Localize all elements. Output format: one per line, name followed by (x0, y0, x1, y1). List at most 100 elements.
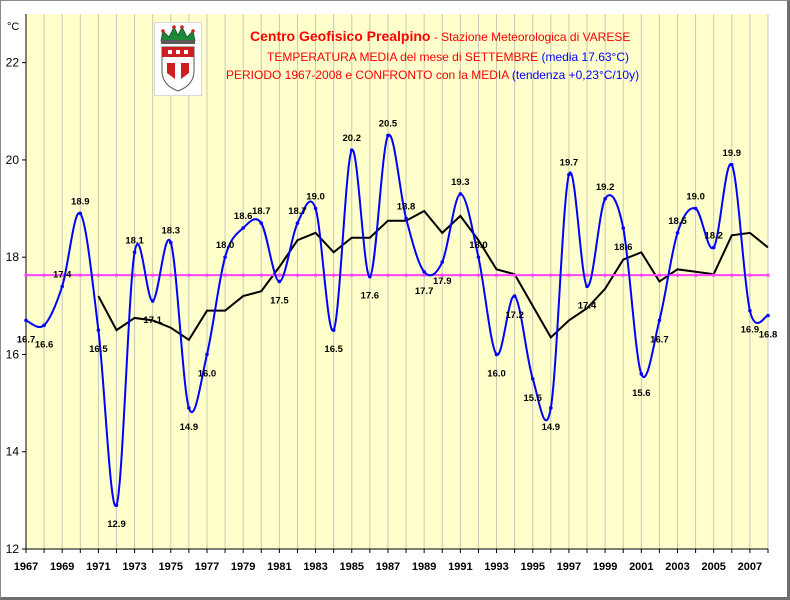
mean-marker (603, 273, 607, 277)
x-tick-label: 1993 (484, 561, 508, 573)
data-label: 18.2 (704, 230, 723, 241)
temperature-point (259, 221, 264, 225)
temperature-point (711, 245, 716, 250)
temperature-point (24, 318, 28, 323)
mean-marker (549, 273, 553, 277)
data-label: 17.6 (361, 291, 380, 302)
y-tick-label: 12 (6, 542, 20, 556)
mean-marker (712, 273, 716, 277)
temperature-point (187, 406, 191, 410)
data-label: 20.2 (343, 133, 362, 144)
mean-marker (241, 273, 245, 277)
temperature-point (639, 372, 644, 376)
temperature-point (150, 299, 155, 303)
mean-marker (277, 273, 281, 277)
temperature-point (223, 255, 227, 259)
data-label: 17.7 (415, 286, 434, 297)
chart-title: Centro Geofisico Prealpino - Stazione Me… (250, 28, 630, 44)
chart-subtitle-2: PERIODO 1967-2008 e CONFRONTO con la MED… (226, 68, 639, 82)
data-label: 14.9 (180, 422, 199, 433)
mean-marker (350, 273, 354, 277)
mean-marker (78, 273, 82, 277)
x-tick-label: 1999 (593, 561, 617, 573)
temperature-point (295, 221, 300, 225)
temperature-point (349, 148, 354, 152)
mean-marker (676, 273, 680, 277)
y-tick-label: 20 (6, 153, 20, 167)
subtitle-2-note: (tendenza +0,23°C/10y) (511, 68, 640, 82)
temperature-point (114, 503, 119, 508)
data-label: 16.5 (89, 344, 108, 355)
mean-marker (133, 273, 137, 277)
temperature-point (132, 250, 137, 255)
temperature-line (25, 133, 769, 507)
mean-marker (114, 273, 118, 277)
data-label: 18.1 (125, 235, 144, 246)
x-tick-label: 1971 (86, 561, 110, 573)
temperature-point (277, 279, 282, 284)
data-label: 18.0 (216, 240, 235, 251)
temperature-point (313, 206, 318, 211)
data-label: 16.6 (35, 339, 54, 350)
temperature-point (675, 231, 680, 235)
mean-marker (223, 273, 227, 277)
mean-marker (151, 273, 155, 277)
data-label: 18.7 (288, 206, 307, 217)
temperature-point (530, 376, 535, 381)
data-label: 20.5 (379, 119, 398, 130)
mean-marker (332, 273, 336, 277)
x-tick-label: 1983 (303, 561, 327, 573)
data-label: 19.0 (306, 192, 325, 203)
x-tick-label: 1991 (448, 561, 472, 573)
mean-marker (205, 273, 209, 277)
data-label: 16.7 (650, 334, 669, 345)
subtitle-1-note: (media 17.63°C) (541, 50, 630, 64)
temperature-point (386, 133, 390, 138)
temperature-point (512, 294, 517, 298)
mean-marker (422, 273, 426, 277)
data-label: 17.2 (505, 310, 524, 321)
temperature-point (331, 328, 336, 332)
x-tick-label: 2001 (629, 561, 653, 573)
mean-marker (730, 273, 734, 277)
mean-marker (531, 273, 535, 277)
mean-marker (748, 273, 752, 277)
temperature-point (241, 226, 245, 230)
data-label: 16.5 (324, 344, 343, 355)
data-label: 18.5 (668, 216, 687, 227)
y-tick-label: 18 (6, 250, 20, 264)
data-label: 15.5 (523, 393, 542, 404)
data-label: 18.8 (397, 201, 416, 212)
temperature-point (766, 313, 770, 318)
data-label: 16.0 (198, 368, 217, 379)
x-tick-label: 1989 (412, 561, 436, 573)
x-tick-label: 1975 (159, 561, 183, 573)
x-tick-label: 1997 (557, 561, 581, 573)
temperature-point (78, 211, 83, 216)
mean-marker (42, 273, 46, 277)
temperature-point (168, 240, 173, 245)
temperature-point (440, 260, 445, 264)
data-label: 17.9 (433, 276, 452, 287)
mean-marker (404, 273, 408, 277)
mean-marker (440, 273, 444, 277)
x-tick-label: 1985 (340, 561, 364, 573)
temperature-point (603, 197, 607, 201)
x-tick-label: 1979 (231, 561, 255, 573)
data-label: 18.6 (234, 211, 253, 222)
temperature-point (422, 269, 426, 274)
temperature-point (205, 352, 209, 357)
temperature-point (549, 406, 553, 410)
data-label: 17.5 (270, 296, 289, 307)
temperature-point (60, 284, 64, 289)
mean-marker (187, 273, 191, 277)
mean-marker (567, 273, 571, 277)
temperature-point (585, 284, 589, 289)
x-tick-label: 1987 (376, 561, 400, 573)
chart-subtitle-1: TEMPERATURA MEDIA del mese di SETTEMBRE … (267, 50, 629, 64)
temperature-point (693, 206, 698, 211)
data-label: 16.8 (759, 330, 778, 341)
data-label: 18.0 (469, 240, 488, 251)
data-label: 15.6 (632, 388, 651, 399)
mean-marker (259, 273, 263, 277)
